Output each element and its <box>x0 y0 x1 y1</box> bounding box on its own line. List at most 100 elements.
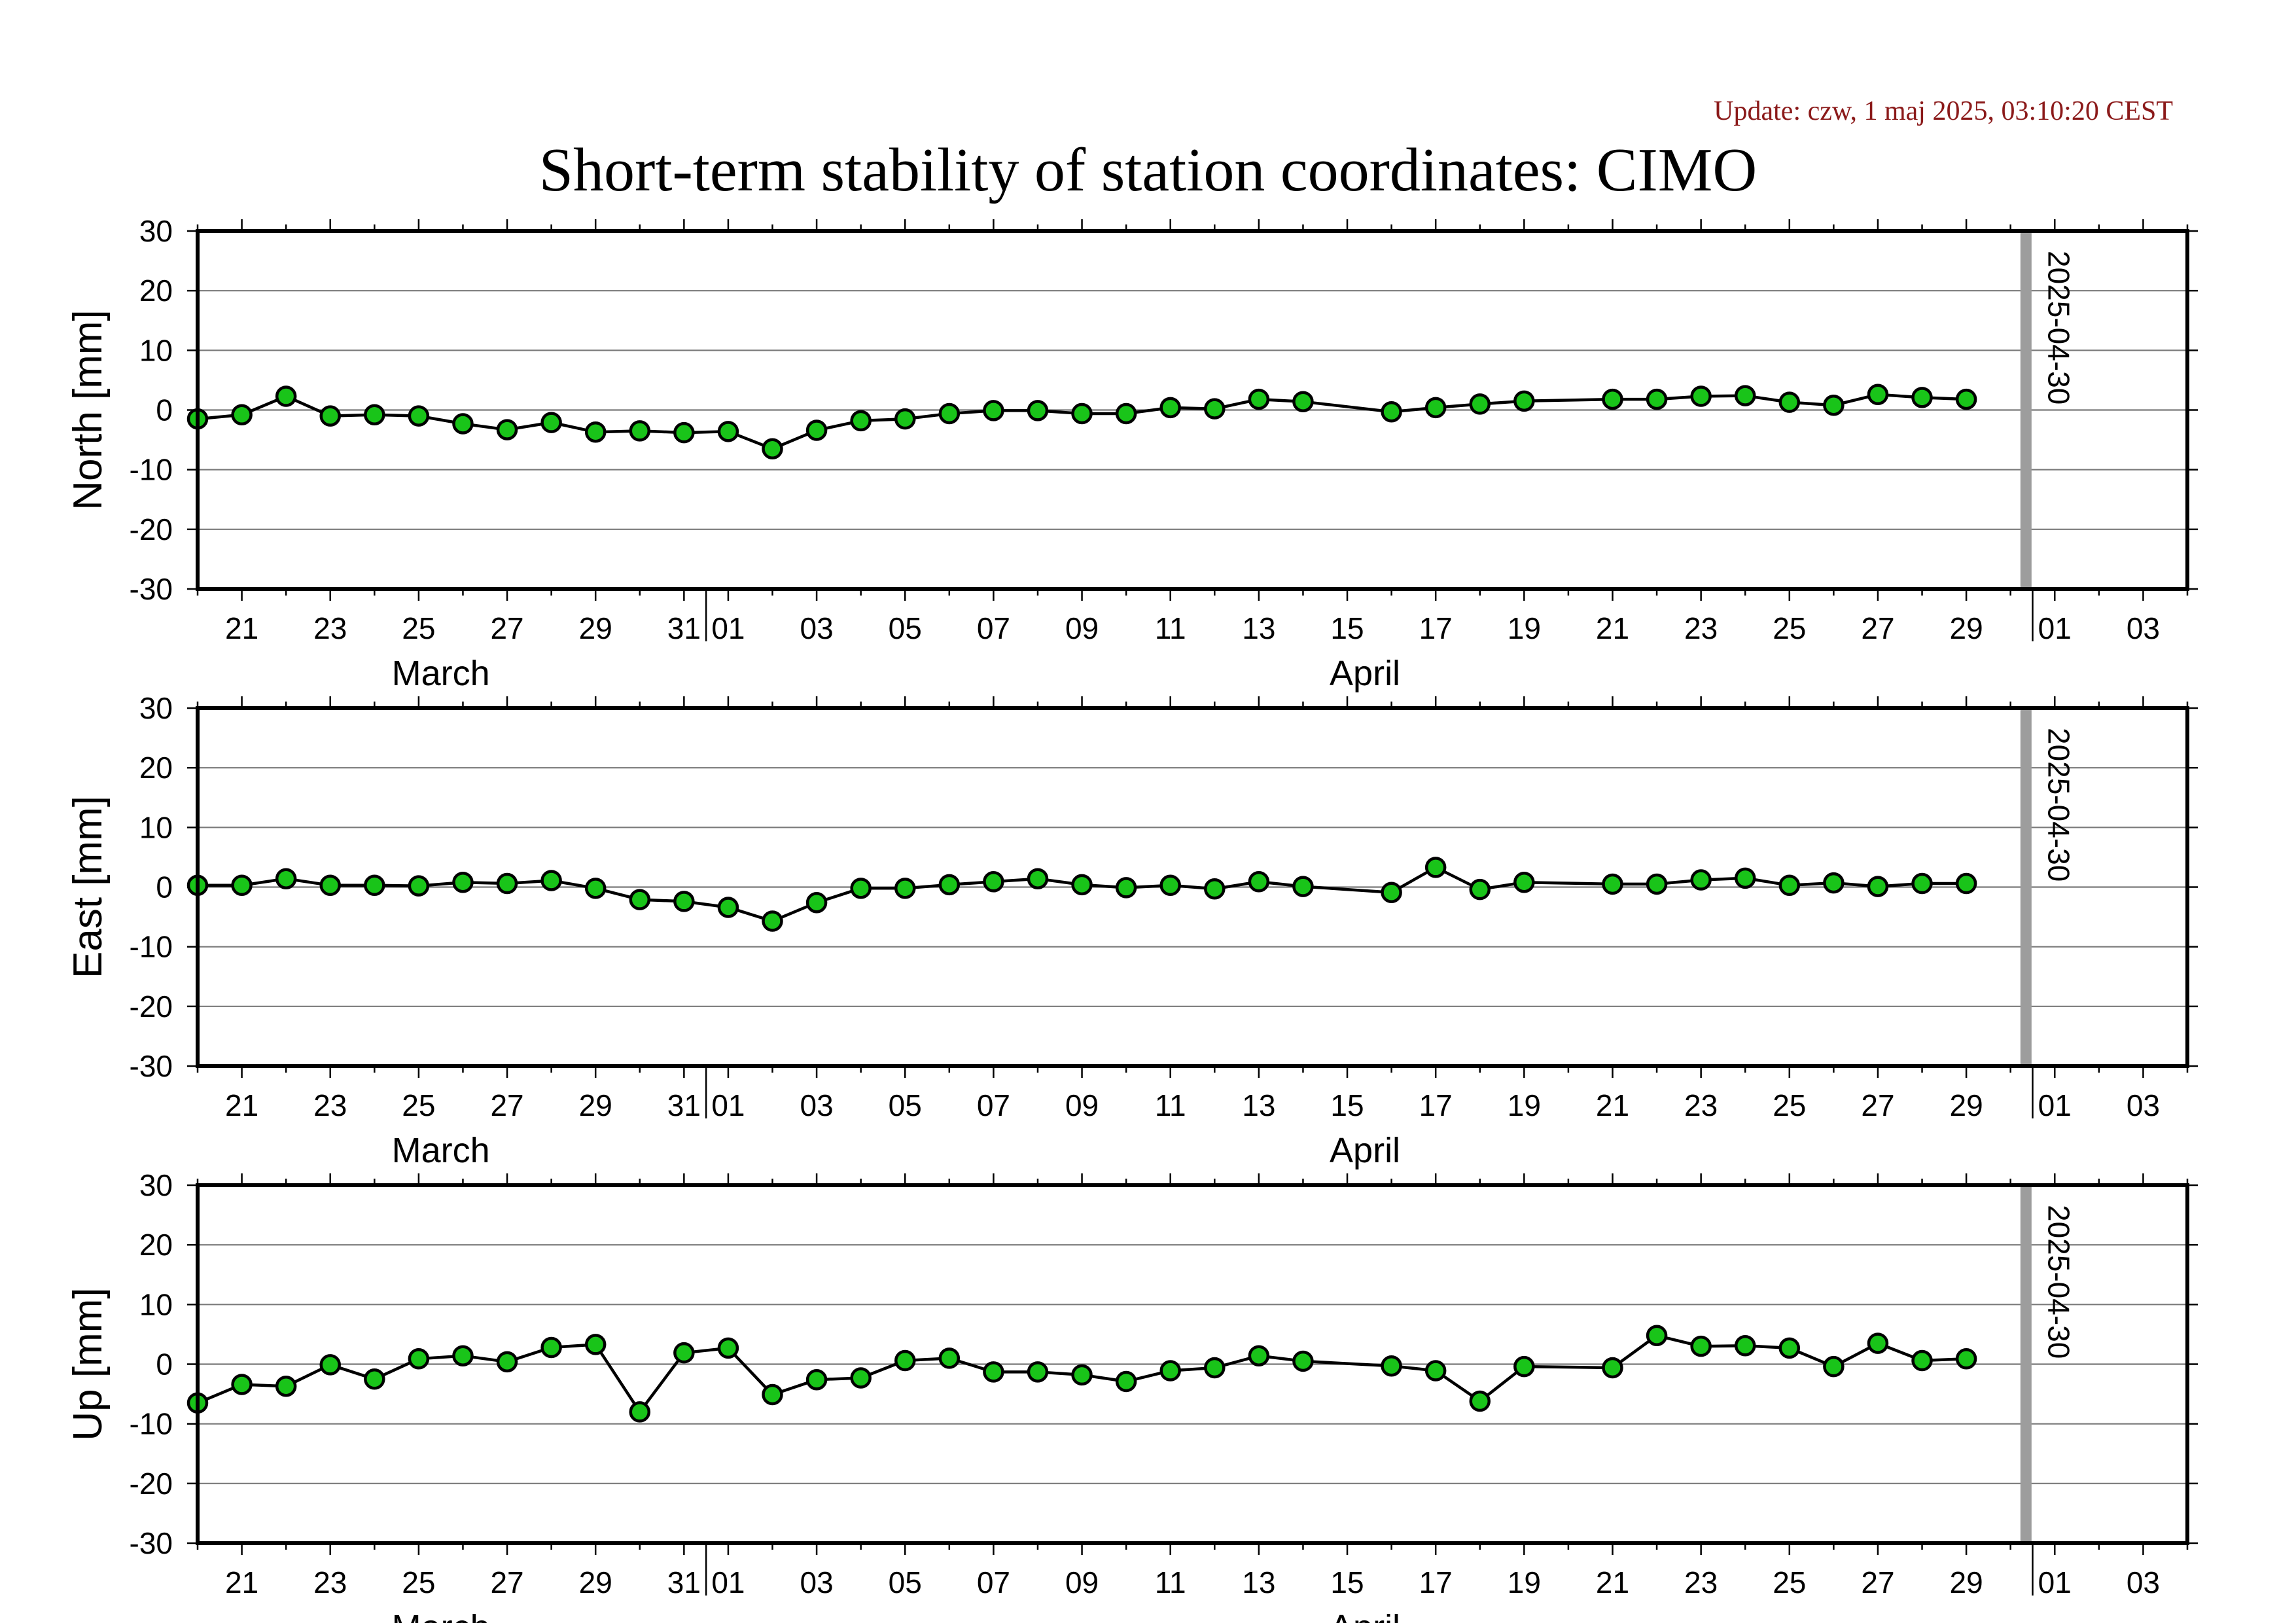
data-point <box>1513 1355 1535 1378</box>
x-tick-label: 07 <box>977 1565 1010 1599</box>
data-point <box>1955 1348 1977 1370</box>
x-tick-label: 03 <box>800 611 834 645</box>
data-point <box>894 408 916 430</box>
data-point <box>231 1374 253 1395</box>
x-tick-label: 09 <box>1065 1565 1099 1599</box>
data-point <box>938 402 961 425</box>
x-tick-label: 23 <box>1684 1565 1718 1599</box>
x-tick-label: 17 <box>1419 611 1453 645</box>
data-point <box>584 1334 607 1355</box>
data-point <box>1159 874 1181 897</box>
data-point <box>1292 391 1314 412</box>
month-label: April <box>1330 654 1400 693</box>
y-tick-label: -10 <box>130 930 173 964</box>
data-point <box>275 385 297 407</box>
data-point <box>805 891 828 914</box>
data-point <box>1424 1360 1447 1382</box>
y-tick-label: -10 <box>130 1407 173 1441</box>
page-title: Short-term stability of station coordina… <box>539 136 1757 204</box>
data-point <box>231 404 253 426</box>
data-point <box>1955 872 1977 895</box>
month-label: April <box>1330 1131 1400 1170</box>
data-point <box>540 412 562 433</box>
data-point <box>1690 385 1712 407</box>
x-tick-label: 29 <box>579 1088 612 1122</box>
data-point <box>629 889 651 910</box>
data-point <box>1027 400 1049 421</box>
x-tick-label: 21 <box>1596 611 1629 645</box>
x-tick-label: 15 <box>1330 1088 1364 1122</box>
data-point <box>1071 874 1093 896</box>
y-tick-label: -20 <box>130 512 173 546</box>
x-tick-label: 25 <box>1773 1565 1806 1599</box>
data-point <box>1646 873 1668 895</box>
data-point <box>1646 1325 1668 1346</box>
x-tick-label: 19 <box>1508 1088 1541 1122</box>
x-tick-label: 25 <box>1773 1088 1806 1122</box>
data-point <box>1778 391 1801 413</box>
data-point <box>1424 857 1447 878</box>
y-tick-label: -20 <box>130 1467 173 1501</box>
data-point <box>805 419 828 441</box>
data-point <box>1292 1350 1314 1372</box>
x-tick-label: 07 <box>977 1088 1010 1122</box>
data-point <box>850 410 872 432</box>
data-point <box>1469 1390 1491 1412</box>
date-marker-label: 2025-04-30 <box>2041 728 2075 882</box>
data-point <box>850 1367 872 1389</box>
x-tick-label: 03 <box>2127 611 2160 645</box>
data-point <box>1159 1360 1181 1382</box>
month-label: April <box>1330 1608 1400 1623</box>
x-tick-label: 25 <box>402 1088 435 1122</box>
x-tick-label: 27 <box>490 1565 523 1599</box>
data-point <box>319 1354 341 1376</box>
data-point <box>1469 878 1491 901</box>
y-axis-label: East [mm] <box>65 796 111 978</box>
y-tick-label: 10 <box>139 810 173 844</box>
y-tick-label: 20 <box>139 274 173 308</box>
month-label: March <box>392 654 490 693</box>
data-point <box>452 413 474 435</box>
data-point <box>1204 1357 1226 1379</box>
data-point <box>319 405 341 427</box>
x-tick-label: 29 <box>579 1565 612 1599</box>
month-label: March <box>392 1608 490 1623</box>
x-tick-label: 01 <box>711 1088 745 1122</box>
data-point <box>673 891 695 912</box>
data-point <box>1027 1361 1049 1383</box>
data-point <box>983 400 1004 421</box>
data-point <box>1115 402 1137 425</box>
data-point <box>1911 872 1933 895</box>
data-point <box>1646 388 1668 410</box>
data-point <box>629 1401 651 1423</box>
x-tick-label: 01 <box>711 1565 745 1599</box>
data-point <box>364 404 385 426</box>
data-point <box>1159 397 1181 419</box>
data-point <box>1823 394 1845 416</box>
x-tick-label: 15 <box>1330 1565 1364 1599</box>
data-point <box>717 421 739 442</box>
data-point <box>983 871 1004 893</box>
y-tick-label: 10 <box>139 1287 173 1321</box>
y-tick-label: 20 <box>139 1228 173 1262</box>
x-tick-label: 27 <box>490 611 523 645</box>
data-point <box>1867 383 1889 406</box>
data-point <box>1911 387 1933 408</box>
data-point <box>1823 872 1845 894</box>
data-point <box>717 897 739 918</box>
x-tick-label: 03 <box>800 1565 834 1599</box>
data-point <box>496 1351 518 1373</box>
x-tick-label: 13 <box>1242 1565 1275 1599</box>
y-tick-label: 30 <box>139 214 173 248</box>
data-point <box>1823 1355 1845 1378</box>
x-tick-label: 27 <box>1861 1088 1894 1122</box>
data-point <box>717 1337 739 1359</box>
x-tick-label: 01 <box>2038 611 2072 645</box>
x-tick-label: 13 <box>1242 611 1275 645</box>
data-point <box>231 874 253 897</box>
data-point <box>584 878 607 899</box>
data-point <box>1381 1355 1402 1377</box>
data-point <box>408 1348 430 1370</box>
y-tick-label: -10 <box>130 453 173 487</box>
